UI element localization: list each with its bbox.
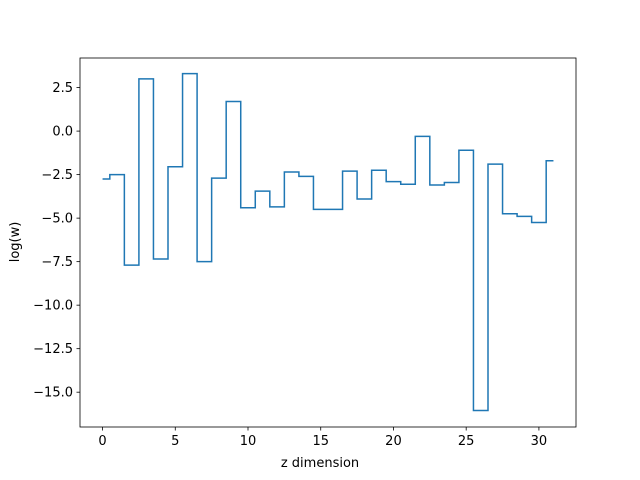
y-tick-label-6: −12.5	[33, 342, 73, 357]
x-tick-label-3: 15	[312, 434, 329, 449]
labels-layer: z dimension log(w)	[8, 222, 359, 471]
y-tick-label-0: 2.5	[52, 81, 73, 96]
x-tick-label-0: 0	[98, 434, 106, 449]
x-tick-label-2: 10	[240, 434, 257, 449]
x-tick-label-4: 20	[385, 434, 402, 449]
x-tick-label-5: 25	[458, 434, 475, 449]
y-tick-label-7: −15.0	[33, 386, 73, 401]
axes-frame	[79, 57, 577, 428]
y-tick-label-1: 0.0	[52, 125, 73, 140]
y-tick-label-5: −10.0	[33, 299, 73, 314]
plot-layer	[102, 72, 554, 412]
y-tick-label-2: −2.5	[41, 168, 73, 183]
axes-layer: 0 5 10 15 20 25 30 2.5 0.0 −2.5 −5.0 −7.5 −10.0 −12.5…	[33, 57, 577, 449]
x-axis-label: z dimension	[281, 456, 359, 471]
series-line-0	[102, 72, 554, 412]
x-tick-label-6: 30	[531, 434, 548, 449]
x-tick-label-1: 5	[171, 434, 179, 449]
y-tick-label-4: −7.5	[41, 255, 73, 270]
y-tick-label-3: −5.0	[41, 212, 73, 227]
y-axis-label: log(w)	[8, 222, 23, 263]
